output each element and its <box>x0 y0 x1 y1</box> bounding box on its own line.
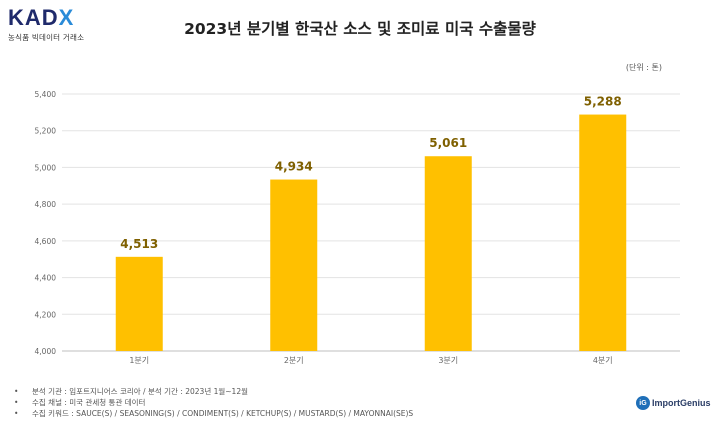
y-tick-label: 4,000 <box>35 347 57 356</box>
note-row: • 분석 기관 : 임포트지니어스 코리아 / 분석 기간 : 2023년 1월~… <box>14 386 413 397</box>
x-tick-label: 1분기 <box>129 356 149 365</box>
bullet: • <box>14 398 19 407</box>
bar <box>579 114 627 351</box>
y-tick-label: 4,800 <box>35 200 57 209</box>
kadx-logo: KADX 농식품 빅데이터 거래소 <box>8 6 84 43</box>
importgenius-icon: iG <box>636 396 650 410</box>
bar <box>424 156 472 351</box>
y-tick-label: 4,600 <box>35 237 57 246</box>
y-tick-label: 5,000 <box>35 163 57 172</box>
logo-wordmark: KADX <box>8 6 84 30</box>
bullet: • <box>14 387 19 396</box>
data-label: 5,061 <box>429 136 467 150</box>
logo-subtitle: 농식품 빅데이터 거래소 <box>8 33 85 42</box>
y-tick-label: 5,200 <box>35 127 57 136</box>
importgenius-name: ImportGenius <box>652 398 711 408</box>
chart-title: 2023년 분기별 한국산 소스 및 조미료 미국 수출물량 <box>184 20 536 38</box>
x-tick-label: 3분기 <box>438 356 458 365</box>
bullet: • <box>14 409 19 418</box>
note-row: • 수집 채널 : 미국 관세청 통관 데이터 <box>14 397 413 408</box>
notes: • 분석 기관 : 임포트지니어스 코리아 / 분석 기간 : 2023년 1월~… <box>14 386 413 419</box>
unit-label: (단위 : 톤) <box>625 63 662 72</box>
logo-x: X <box>58 5 75 30</box>
bar <box>115 256 163 351</box>
data-label: 4,513 <box>120 237 158 251</box>
x-tick-label: 2분기 <box>284 356 304 365</box>
y-tick-label: 4,200 <box>35 310 57 319</box>
bar <box>270 179 318 351</box>
x-tick-label: 4분기 <box>593 356 613 365</box>
y-tick-label: 4,400 <box>35 274 57 283</box>
note-row: • 수집 키워드 : SAUCE(S) / SEASONING(S) / COND… <box>14 408 413 419</box>
note-text: 수집 채널 : 미국 관세청 통관 데이터 <box>32 398 146 407</box>
note-text: 분석 기관 : 임포트지니어스 코리아 / 분석 기간 : 2023년 1월~1… <box>32 387 249 396</box>
y-tick-label: 5,400 <box>35 90 57 99</box>
importgenius-logo: iG ImportGenius <box>636 396 711 410</box>
data-label: 5,288 <box>584 95 622 109</box>
logo-kad: KAD <box>8 5 59 30</box>
note-text: 수집 키워드 : SAUCE(S) / SEASONING(S) / CONDI… <box>32 409 414 418</box>
data-label: 4,934 <box>275 160 313 174</box>
